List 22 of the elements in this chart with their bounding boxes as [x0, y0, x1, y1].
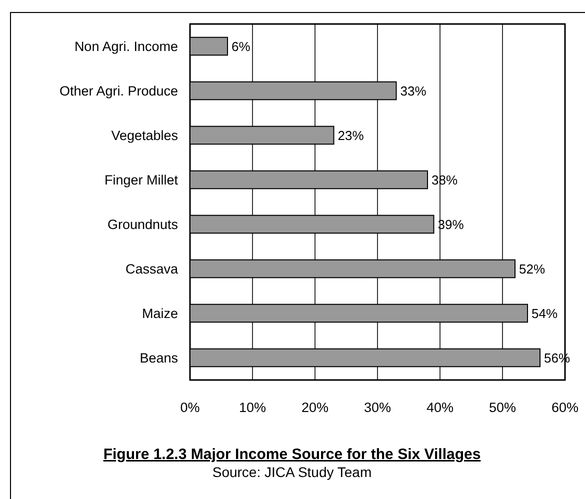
y-tick-label: Non Agri. Income	[74, 38, 178, 54]
x-tick-label: 30%	[364, 400, 392, 415]
data-label: 54%	[532, 306, 558, 321]
text: Figure 1.2.3 Major Income Source for the Six Villages	[103, 446, 481, 463]
x-tick-label: 0%	[180, 400, 200, 415]
data-label: 6%	[232, 38, 251, 54]
y-tick-label: Maize	[142, 306, 178, 321]
x-tick-label: 50%	[488, 400, 516, 415]
x-tick-label: 40%	[426, 400, 454, 415]
data-label: 52%	[519, 261, 546, 276]
y-tick-label: Groundnuts	[107, 216, 178, 232]
x-tick-label: 60%	[551, 400, 579, 415]
y-tick-label: Beans	[140, 350, 178, 366]
x-tick-label: 20%	[301, 400, 329, 415]
y-tick-label: Cassava	[125, 261, 178, 276]
y-tick-label: Finger Millet	[104, 172, 178, 188]
data-label: 33%	[400, 83, 427, 98]
y-tick-label: Other Agri. Produce	[59, 83, 178, 98]
source-note: Source: JICA Study Team	[212, 464, 372, 480]
y-tick-label: Vegetables	[111, 128, 178, 143]
data-label: 23%	[338, 128, 364, 143]
x-tick-label: 10%	[238, 400, 266, 415]
